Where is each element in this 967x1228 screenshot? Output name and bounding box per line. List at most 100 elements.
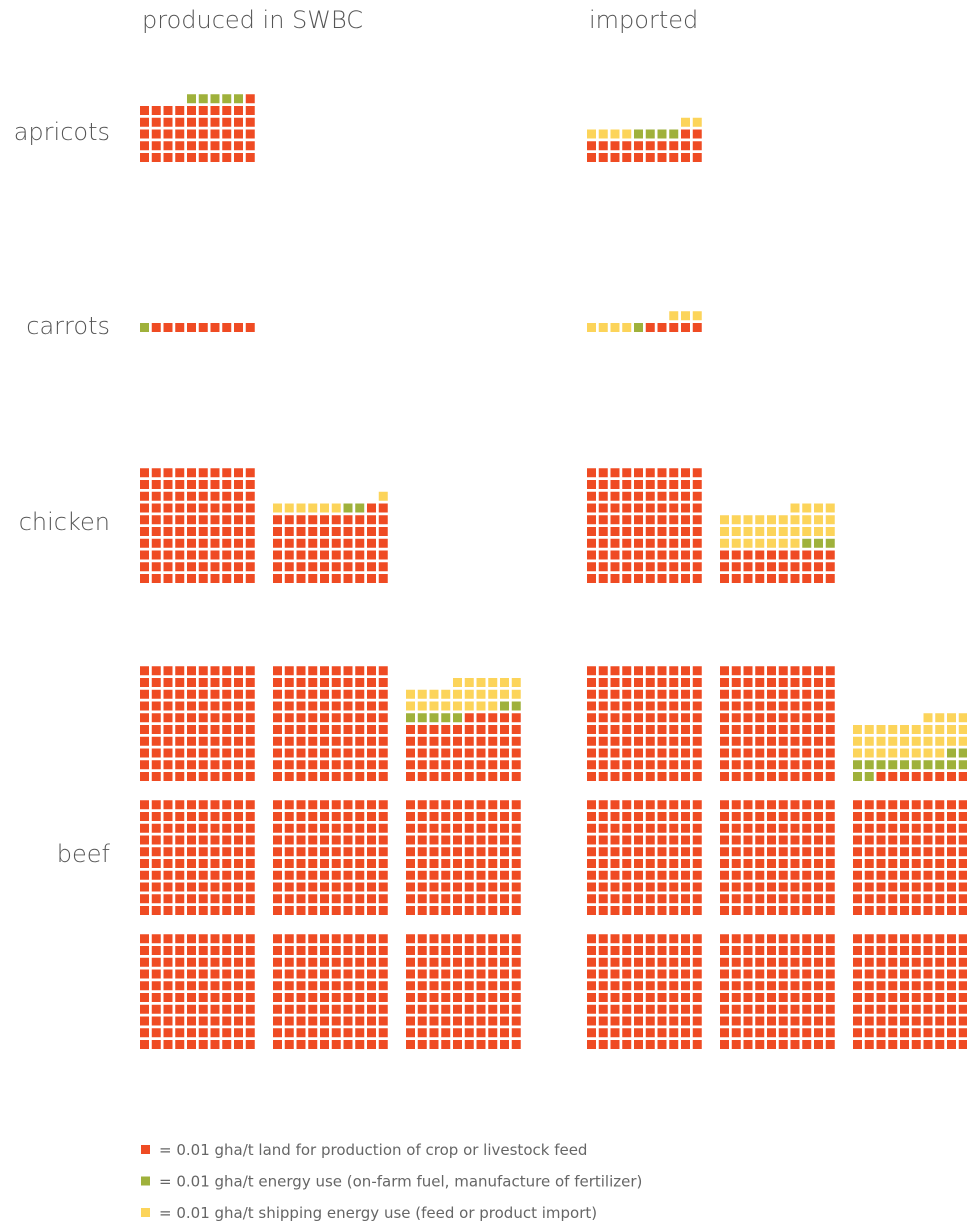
waffle-square bbox=[681, 323, 690, 332]
waffle-square bbox=[355, 550, 365, 560]
waffle-square bbox=[669, 129, 679, 139]
waffle-square bbox=[331, 1028, 341, 1038]
waffle-square bbox=[598, 812, 608, 821]
waffle-square bbox=[331, 725, 341, 734]
waffle-square bbox=[947, 725, 956, 734]
waffle-square bbox=[151, 141, 161, 151]
waffle-square bbox=[331, 894, 341, 904]
waffle-square bbox=[296, 946, 306, 955]
waffle-square bbox=[622, 491, 632, 501]
waffle-square bbox=[669, 946, 679, 955]
waffle-square bbox=[367, 823, 376, 833]
waffle-square bbox=[175, 736, 185, 746]
waffle-square bbox=[958, 760, 967, 770]
waffle-square bbox=[935, 1016, 945, 1026]
waffle-square bbox=[958, 906, 967, 915]
waffle-square bbox=[923, 946, 933, 955]
waffle-square bbox=[140, 1040, 149, 1049]
waffle-square bbox=[876, 823, 886, 833]
waffle-square bbox=[853, 772, 862, 781]
waffle-square bbox=[743, 527, 753, 536]
waffle-square bbox=[755, 562, 765, 572]
waffle-square bbox=[296, 538, 306, 548]
waffle-square bbox=[669, 666, 679, 676]
waffle-square bbox=[355, 812, 365, 821]
waffle-square bbox=[151, 870, 161, 880]
waffle-square bbox=[900, 1028, 909, 1038]
waffle-square bbox=[441, 823, 451, 833]
waffle-square bbox=[669, 981, 679, 991]
waffle-square bbox=[802, 1004, 812, 1014]
waffle-square bbox=[331, 882, 341, 892]
waffle-square bbox=[296, 550, 306, 560]
waffle-square bbox=[245, 94, 255, 104]
waffle-square bbox=[175, 106, 185, 115]
waffle-square bbox=[488, 1004, 498, 1014]
waffle-square bbox=[331, 1040, 341, 1049]
waffle-square bbox=[343, 946, 353, 955]
waffle-square bbox=[198, 894, 208, 904]
waffle-square bbox=[692, 725, 702, 734]
waffle-square bbox=[210, 141, 220, 151]
waffle-square bbox=[163, 906, 173, 915]
waffle-square bbox=[610, 957, 620, 967]
waffle-square bbox=[657, 748, 667, 758]
waffle-square bbox=[308, 812, 318, 821]
waffle-square bbox=[511, 701, 521, 711]
waffle-square bbox=[825, 823, 835, 833]
waffle-square bbox=[731, 678, 741, 687]
waffle-square bbox=[343, 736, 353, 746]
waffle-square bbox=[429, 906, 439, 915]
waffle-square bbox=[900, 800, 909, 810]
waffle-square bbox=[245, 323, 255, 332]
waffle-square bbox=[864, 823, 874, 833]
waffle-square bbox=[669, 311, 679, 321]
waffle-square bbox=[622, 882, 632, 892]
waffle-square bbox=[234, 800, 243, 810]
waffle-square bbox=[853, 993, 862, 1002]
column-header: produced in SWBC bbox=[142, 6, 363, 34]
waffle-square bbox=[814, 527, 823, 536]
waffle-square bbox=[681, 969, 690, 979]
waffle-square bbox=[222, 823, 232, 833]
waffle-square bbox=[876, 957, 886, 967]
waffle-square bbox=[888, 870, 898, 880]
waffle-square bbox=[864, 736, 874, 746]
waffle-square bbox=[692, 894, 702, 904]
waffle-square bbox=[645, 823, 655, 833]
waffle-square bbox=[767, 760, 776, 770]
waffle-square bbox=[778, 800, 788, 810]
waffle-square bbox=[378, 736, 388, 746]
waffle-square bbox=[320, 701, 329, 711]
waffle-square bbox=[175, 689, 185, 699]
waffle-square bbox=[140, 993, 149, 1002]
waffle-square bbox=[720, 993, 729, 1002]
waffle-square bbox=[888, 835, 898, 845]
waffle-square bbox=[488, 736, 498, 746]
waffle-square bbox=[378, 760, 388, 770]
waffle-square bbox=[453, 894, 462, 904]
waffle-square bbox=[476, 701, 486, 711]
waffle-square bbox=[222, 946, 232, 955]
waffle-square bbox=[378, 847, 388, 857]
waffle-square bbox=[331, 760, 341, 770]
waffle-square bbox=[187, 859, 196, 868]
waffle-square bbox=[355, 835, 365, 845]
waffle-square bbox=[767, 1016, 776, 1026]
waffle-square bbox=[500, 812, 509, 821]
waffle-square bbox=[778, 969, 788, 979]
waffle-square bbox=[355, 666, 365, 676]
waffle-square bbox=[222, 141, 232, 151]
waffle-square bbox=[958, 835, 967, 845]
waffle-square bbox=[731, 1040, 741, 1049]
waffle-square bbox=[876, 772, 886, 781]
waffle-square bbox=[814, 870, 823, 880]
waffle-square bbox=[331, 713, 341, 723]
waffle-square bbox=[720, 847, 729, 857]
waffle-square bbox=[622, 468, 632, 478]
waffle-square bbox=[645, 1040, 655, 1049]
waffle-square bbox=[743, 760, 753, 770]
waffle-square bbox=[911, 894, 921, 904]
waffle-square bbox=[587, 491, 596, 501]
waffle-square bbox=[900, 882, 909, 892]
